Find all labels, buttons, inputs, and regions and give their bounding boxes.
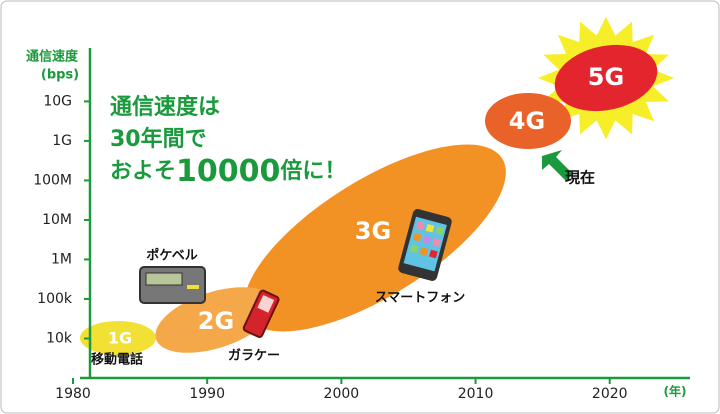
- label: 移動電話: [91, 352, 143, 368]
- arrow: [542, 150, 573, 181]
- x-axis-unit: (年): [664, 384, 687, 399]
- bubble-1g: [80, 321, 156, 355]
- y-tick-label: 10M: [42, 212, 72, 228]
- y-tick-label: 10G: [43, 93, 72, 109]
- x-tick-label: 2020: [592, 386, 628, 402]
- x-tick-label: 1990: [189, 386, 225, 402]
- headline: 30年間で: [110, 126, 207, 152]
- y-tick-label: 100k: [37, 291, 73, 307]
- label: 現在: [565, 169, 595, 187]
- gen-label: 1G: [108, 329, 132, 348]
- y-tick-label: 100M: [33, 172, 72, 188]
- gen-label: 2G: [198, 307, 234, 335]
- y-tick-label: 1G: [52, 133, 72, 149]
- label: ガラケー: [228, 349, 280, 364]
- y-axis-title: 通信速度: [26, 49, 79, 65]
- x-tick-label: 2010: [458, 386, 494, 402]
- x-tick-label: 2000: [324, 386, 360, 402]
- headline-number: 10000: [176, 154, 280, 189]
- smartphone-icon: [398, 209, 452, 281]
- pager-icon: [139, 266, 206, 304]
- y-axis-title: (bps): [41, 68, 79, 83]
- gen-label: 4G: [509, 107, 545, 135]
- y-tick-label: 1M: [51, 251, 72, 267]
- headline: およそ10000倍に！: [110, 154, 346, 189]
- bubble-4g: [485, 93, 571, 149]
- bubble-3g: [244, 144, 506, 332]
- x-tick-label: 1980: [55, 386, 91, 402]
- label: ポケベル: [146, 248, 198, 264]
- headline-part: およそ: [110, 159, 176, 184]
- headline-part: 倍に！: [280, 158, 346, 184]
- headline: 通信速度は: [110, 94, 220, 120]
- label: スマートフォン: [375, 291, 466, 306]
- bubble-5g: [554, 44, 658, 112]
- gen-label: 5G: [588, 63, 624, 91]
- flip-phone-icon: [242, 289, 280, 338]
- gen-label: 3G: [355, 217, 391, 245]
- y-tick-label: 10k: [46, 330, 73, 346]
